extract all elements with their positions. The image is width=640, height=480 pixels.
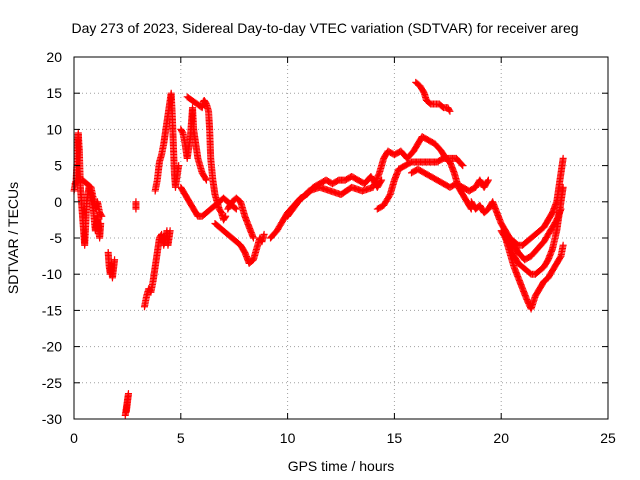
- data-point: [249, 234, 257, 242]
- data-point: [98, 212, 106, 220]
- x-axis-label: GPS time / hours: [288, 458, 395, 474]
- series-arc-u: [508, 205, 565, 264]
- data-point: [132, 205, 140, 213]
- data-point: [202, 176, 210, 184]
- series-arc-l: [224, 194, 257, 242]
- data-point: [97, 220, 105, 228]
- data-point: [202, 175, 210, 183]
- y-tick-label: -20: [42, 339, 62, 355]
- series-arc-q: [407, 165, 492, 195]
- data-point: [484, 176, 492, 184]
- series-arc-c: [104, 248, 119, 282]
- data-point: [459, 162, 467, 170]
- series-arc-k: [211, 220, 268, 267]
- series-arc-e: [132, 198, 140, 213]
- data-point: [458, 161, 466, 169]
- y-tick-label: -10: [42, 266, 62, 282]
- x-axis-ticks: 0 5 10 15 20 25: [70, 57, 616, 446]
- x-tick-label: 10: [280, 430, 296, 446]
- data-point: [221, 213, 229, 221]
- y-axis-label: SDTVAR / TECUs: [5, 182, 21, 294]
- series-arc-d: [121, 390, 132, 419]
- data-point: [260, 230, 268, 238]
- y-tick-label: 10: [46, 121, 62, 137]
- data-point: [446, 107, 454, 115]
- y-tick-label: 15: [46, 85, 62, 101]
- x-tick-label: 15: [387, 430, 403, 446]
- data-point: [445, 106, 453, 114]
- data-point: [559, 183, 567, 191]
- y-tick-label: 5: [54, 158, 62, 174]
- data-point: [222, 212, 230, 220]
- series-arc-t: [501, 234, 567, 313]
- chart-title: Day 273 of 2023, Sidereal Day-to-day VTE…: [71, 20, 578, 36]
- x-tick-label: 0: [70, 430, 78, 446]
- data-point: [231, 204, 239, 212]
- data-point: [111, 256, 119, 264]
- data-point: [559, 241, 567, 249]
- data-point: [484, 177, 492, 185]
- data-point: [175, 162, 183, 170]
- y-tick-label: 0: [54, 194, 62, 210]
- series-arc-p: [412, 78, 454, 115]
- data-point: [232, 205, 240, 213]
- y-tick-label: -30: [42, 411, 62, 427]
- y-tick-label: -25: [42, 375, 62, 391]
- x-tick-label: 5: [177, 430, 185, 446]
- data-point: [166, 227, 174, 235]
- series-arc-o: [373, 154, 467, 213]
- data-point: [557, 205, 565, 213]
- data-point: [559, 154, 567, 162]
- series-arc-b: [71, 176, 106, 220]
- data-point: [122, 408, 130, 416]
- y-tick-label: -5: [50, 230, 63, 246]
- series-arc-i: [183, 93, 230, 224]
- x-tick-label: 25: [600, 430, 616, 446]
- series-arc-r: [467, 154, 567, 249]
- y-tick-label: -15: [42, 302, 62, 318]
- series-arc-n: [284, 133, 475, 220]
- series-arc-f: [140, 227, 174, 311]
- y-axis-ticks: -30 -25 -20 -15 -10 -5 0 5 10 15 20: [42, 49, 608, 427]
- data-markers: [70, 78, 567, 419]
- y-tick-label: 20: [46, 49, 62, 65]
- series-arc-g: [151, 89, 183, 195]
- data-point: [97, 211, 105, 219]
- x-tick-label: 20: [493, 430, 509, 446]
- series-arc-h: [177, 104, 210, 184]
- series-arc-j: [177, 183, 240, 220]
- series-arc-m: [267, 172, 386, 242]
- series-arc-a: [70, 129, 105, 249]
